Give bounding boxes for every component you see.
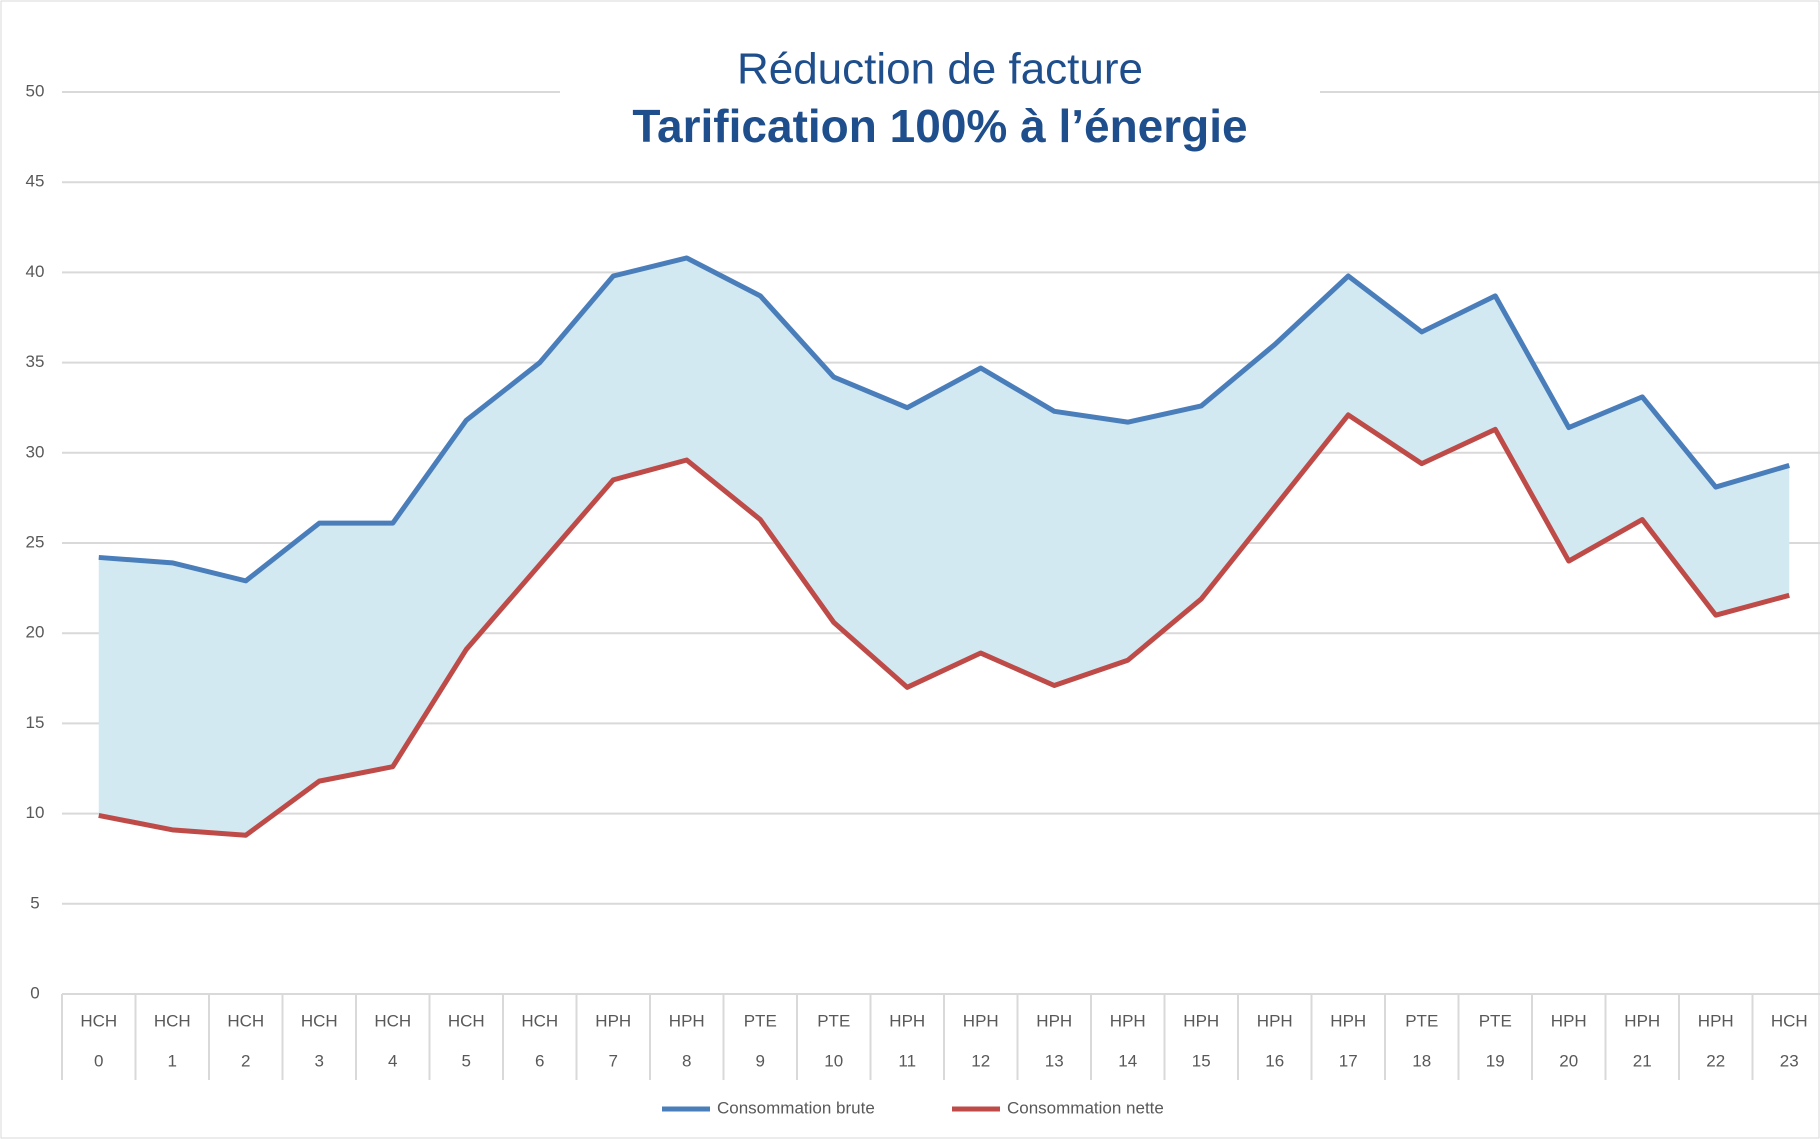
x-tick-label: 8 [682,1051,691,1070]
x-tick-label: HCH [448,1011,485,1030]
x-tick-label: HCH [80,1011,117,1030]
x-tick-label: HPH [1110,1011,1146,1030]
x-tick-label: HPH [1551,1011,1587,1030]
x-tick-label: PTE [1405,1011,1438,1030]
x-tick-label: 5 [462,1051,471,1070]
x-tick-label: 17 [1339,1051,1358,1070]
y-tick-label: 45 [26,172,45,191]
y-tick-label: 50 [26,81,45,100]
x-tick-label: 18 [1412,1051,1431,1070]
x-tick-label: 0 [94,1051,103,1070]
title-background [560,40,1320,155]
x-tick-label: HCH [374,1011,411,1030]
x-tick-label: 13 [1045,1051,1064,1070]
x-tick-label: 6 [535,1051,544,1070]
x-tick-label: 16 [1265,1051,1284,1070]
x-tick-label: 21 [1633,1051,1652,1070]
x-tick-label: HPH [669,1011,705,1030]
y-tick-label: 15 [26,713,45,732]
x-tick-label: 12 [971,1051,990,1070]
series-line [98,255,1790,584]
x-tick-label: 19 [1486,1051,1505,1070]
x-tick-label: HPH [1183,1011,1219,1030]
x-tick-label: HPH [595,1011,631,1030]
x-tick-label: HCH [521,1011,558,1030]
x-tick-label: HPH [1330,1011,1366,1030]
x-tick-label: 23 [1780,1051,1799,1070]
x-tick-label: HPH [1624,1011,1660,1030]
x-tick-label: PTE [744,1011,777,1030]
x-tick-label: 2 [241,1051,250,1070]
x-tick-label: PTE [817,1011,850,1030]
chart-subtitle: Tarification 100% à l’énergie [632,100,1247,152]
legend-label: Consommation brute [717,1098,875,1117]
y-tick-label: 25 [26,532,45,551]
difference-area [98,257,1790,836]
x-tick-label: 10 [824,1051,843,1070]
x-tick-label: HPH [1698,1011,1734,1030]
y-tick-label: 30 [26,442,45,461]
y-tick-label: 10 [26,803,45,822]
x-tick-label: 1 [168,1051,177,1070]
x-tick-label: HCH [154,1011,191,1030]
x-tick-label: PTE [1479,1011,1512,1030]
legend-label: Consommation nette [1007,1098,1164,1117]
x-tick-label: HCH [301,1011,338,1030]
y-tick-label: 40 [26,262,45,281]
x-tick-label: HCH [227,1011,264,1030]
series-line [98,412,1790,838]
x-tick-label: 4 [388,1051,397,1070]
x-tick-label: HPH [963,1011,999,1030]
x-tick-label: HCH [1771,1011,1808,1030]
x-tick-label: 15 [1192,1051,1211,1070]
y-tick-label: 5 [30,893,39,912]
x-tick-label: 7 [609,1051,618,1070]
chart-title: Réduction de facture [737,45,1143,94]
x-tick-label: 22 [1706,1051,1725,1070]
x-tick-label: HPH [889,1011,925,1030]
x-tick-label: 14 [1118,1051,1137,1070]
x-tick-label: 11 [898,1051,916,1070]
x-tick-label: 20 [1559,1051,1578,1070]
y-tick-label: 35 [26,352,45,371]
x-tick-label: HPH [1257,1011,1293,1030]
x-tick-label: 9 [756,1051,765,1070]
x-tick-label: 3 [315,1051,324,1070]
y-tick-label: 20 [26,623,45,642]
x-tick-label: HPH [1036,1011,1072,1030]
y-tick-label: 0 [30,983,39,1002]
